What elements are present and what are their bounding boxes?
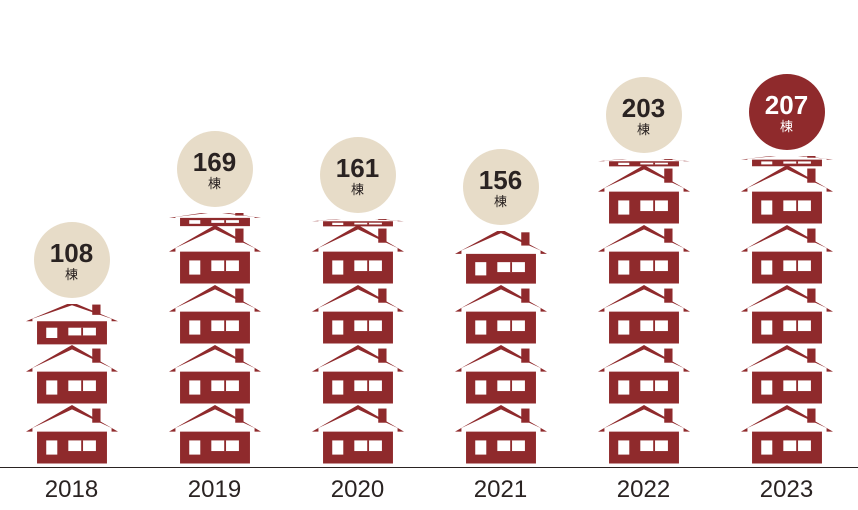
- x-axis-label: 2021: [441, 470, 561, 504]
- value-badge: 169 棟: [177, 131, 253, 207]
- house-icon: [741, 345, 833, 407]
- house-stack: [741, 156, 833, 467]
- chart-column: 161 棟: [298, 137, 418, 467]
- house-icon: [26, 405, 118, 467]
- chart-columns: 108 棟: [0, 0, 858, 468]
- badge-value: 108: [50, 240, 93, 266]
- value-badge: 108 棟: [34, 222, 110, 298]
- house-stack: [598, 159, 690, 467]
- x-axis-label: 2023: [727, 470, 847, 504]
- house-icon-wrap: [741, 287, 833, 347]
- house-icon-partial: [26, 304, 118, 347]
- house-icon-wrap: [741, 347, 833, 407]
- badge-unit: 棟: [208, 177, 221, 190]
- house-icon-wrap: [26, 347, 118, 407]
- house-icon-partial: [455, 231, 547, 287]
- house-icon: [598, 165, 690, 227]
- chart-column: 169 棟: [155, 131, 275, 467]
- house-icon-wrap: [598, 347, 690, 407]
- house-icon: [598, 285, 690, 347]
- badge-unit: 棟: [65, 268, 78, 281]
- house-icon-wrap: [169, 407, 261, 467]
- house-icon: [455, 285, 547, 347]
- house-stack: [26, 304, 118, 467]
- house-icon: [312, 405, 404, 467]
- house-icon: [455, 231, 547, 287]
- value-badge: 161 棟: [320, 137, 396, 213]
- badge-unit: 棟: [637, 123, 650, 136]
- house-icon: [169, 225, 261, 287]
- house-icon: [26, 304, 118, 347]
- house-icon: [741, 285, 833, 347]
- house-icon: [741, 405, 833, 467]
- house-icon-wrap: [455, 407, 547, 467]
- house-icon: [169, 285, 261, 347]
- x-axis-label: 2018: [12, 470, 132, 504]
- house-stack: [169, 213, 261, 467]
- badge-value: 161: [336, 155, 379, 181]
- chart-column: 156 棟: [441, 149, 561, 467]
- house-icon-wrap: [455, 287, 547, 347]
- house-icon-wrap: [169, 347, 261, 407]
- house-icon: [312, 285, 404, 347]
- badge-value: 203: [622, 95, 665, 121]
- x-axis: 2018 2019 2020 2021 2022 2023: [0, 470, 858, 510]
- house-icon-wrap: [598, 407, 690, 467]
- house-icon-wrap: [169, 287, 261, 347]
- house-icon-wrap: [741, 167, 833, 227]
- house-count-pictogram-chart: 108 棟: [0, 0, 858, 510]
- badge-value: 207: [765, 92, 808, 118]
- house-stack: [312, 219, 404, 467]
- house-icon: [455, 345, 547, 407]
- house-icon-wrap: [26, 407, 118, 467]
- house-icon: [169, 405, 261, 467]
- house-icon: [598, 345, 690, 407]
- house-icon-wrap: [598, 287, 690, 347]
- house-icon-wrap: [598, 227, 690, 287]
- badge-value: 169: [193, 149, 236, 175]
- house-icon: [741, 225, 833, 287]
- house-icon-wrap: [312, 227, 404, 287]
- chart-column: 207 棟: [727, 74, 847, 467]
- house-stack: [455, 231, 547, 467]
- chart-column: 108 棟: [12, 222, 132, 467]
- x-axis-label: 2022: [584, 470, 704, 504]
- x-axis-label: 2020: [298, 470, 418, 504]
- house-icon: [598, 405, 690, 467]
- house-icon-wrap: [741, 407, 833, 467]
- value-badge-highlight: 207 棟: [749, 74, 825, 150]
- house-icon-wrap: [169, 227, 261, 287]
- house-icon-wrap: [312, 407, 404, 467]
- house-icon-wrap: [455, 347, 547, 407]
- x-axis-label: 2019: [155, 470, 275, 504]
- value-badge: 156 棟: [463, 149, 539, 225]
- house-icon-wrap: [598, 167, 690, 227]
- house-icon: [598, 225, 690, 287]
- value-badge: 203 棟: [606, 77, 682, 153]
- house-icon: [312, 345, 404, 407]
- badge-unit: 棟: [494, 195, 507, 208]
- house-icon-wrap: [741, 227, 833, 287]
- house-icon: [26, 345, 118, 407]
- chart-column: 203 棟: [584, 77, 704, 467]
- house-icon: [741, 165, 833, 227]
- badge-unit: 棟: [351, 183, 364, 196]
- badge-unit: 棟: [780, 120, 793, 133]
- badge-value: 156: [479, 167, 522, 193]
- house-icon: [312, 225, 404, 287]
- house-icon: [169, 345, 261, 407]
- house-icon-wrap: [312, 287, 404, 347]
- house-icon: [455, 405, 547, 467]
- house-icon-wrap: [312, 347, 404, 407]
